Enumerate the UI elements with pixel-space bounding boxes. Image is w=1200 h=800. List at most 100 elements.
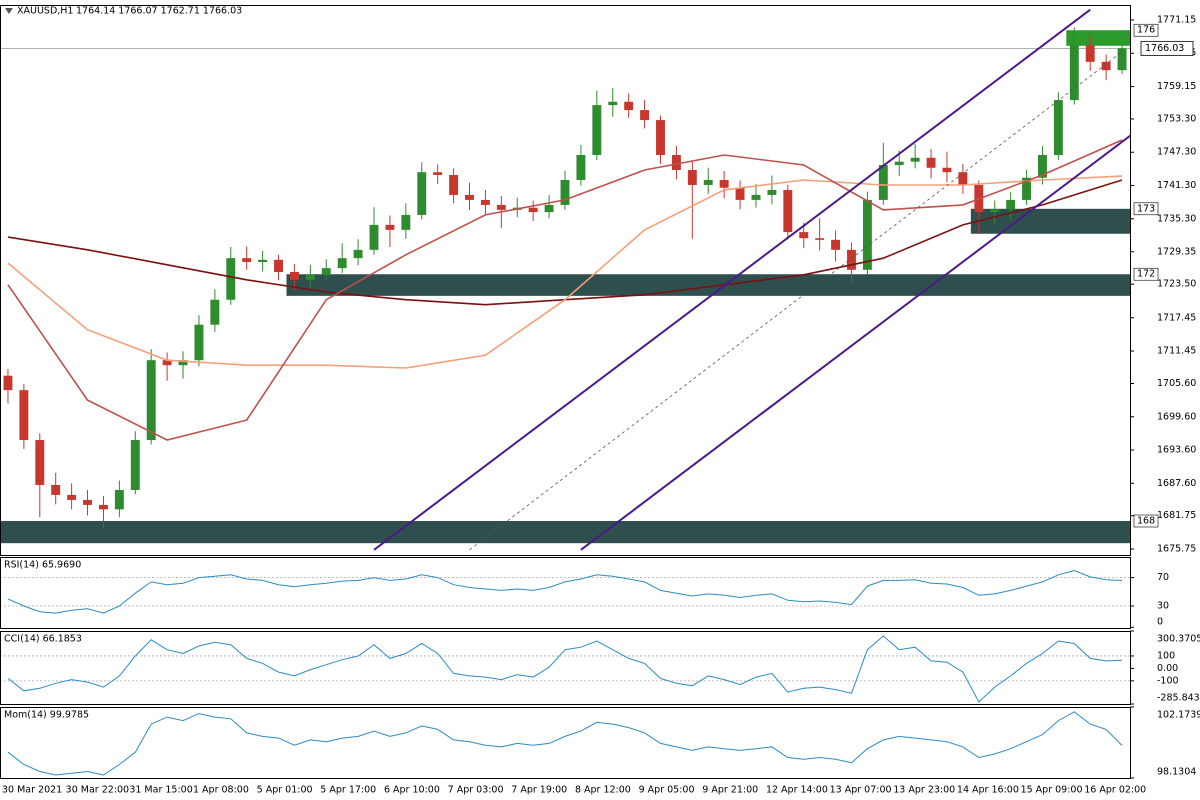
x-tick-label: 8 Apr 12:00: [575, 785, 631, 796]
x-tick-label: 7 Apr 19:00: [511, 785, 567, 796]
y-tick-label: 300.3705: [1157, 634, 1200, 645]
x-tick-label: 1 Apr 08:00: [193, 785, 249, 796]
y-tick-label: 1675.75: [1157, 544, 1196, 555]
zone-label: 168: [1137, 516, 1155, 527]
candle-body: [1069, 45, 1079, 101]
candle-body: [990, 209, 1000, 213]
candle-body: [576, 155, 586, 180]
indicator-line: [7, 635, 1123, 703]
x-tick-label: 15 Apr 09:00: [1021, 785, 1083, 796]
y-tick-label: 98.1304: [1157, 767, 1196, 778]
candle-body: [258, 259, 268, 263]
y-tick-label: 1723.50: [1157, 279, 1196, 290]
candle-body: [560, 179, 570, 205]
panel: [0, 635, 1130, 703]
current-price-box: [1140, 40, 1194, 56]
price-zone: [286, 274, 1130, 296]
y-tick-label: 1687.60: [1157, 478, 1196, 489]
x-tick-label: 9 Apr 21:00: [702, 785, 758, 796]
indicator-title: CCI(14) 66.1853: [4, 634, 82, 645]
candle-body: [433, 172, 443, 175]
panel-frame: [0, 5, 1131, 556]
candle-body: [767, 189, 777, 195]
candle-body: [162, 360, 172, 366]
y-tick-label: -285.8436: [1157, 693, 1200, 704]
y-tick-label: 1741.30: [1157, 180, 1196, 191]
candle-body: [815, 238, 825, 240]
trend-line: [373, 8, 1091, 551]
candle-body: [67, 494, 77, 500]
panel: [7, 711, 1123, 776]
candle-body: [624, 101, 634, 111]
candle-body: [1117, 48, 1127, 71]
candle-body: [449, 174, 459, 195]
candle-body: [783, 189, 793, 233]
candle-body: [337, 258, 347, 269]
panel-frame: [0, 557, 1131, 629]
candle-body: [958, 172, 968, 185]
candle-body: [19, 390, 29, 441]
price-zone: [0, 521, 1130, 544]
candle-body: [751, 194, 761, 200]
candle-body: [130, 440, 140, 490]
candle-body: [528, 207, 538, 213]
candle-body: [1006, 199, 1016, 210]
candle-body: [98, 504, 108, 510]
candle-body: [926, 157, 936, 168]
x-tick-label: 30 Mar 22:00: [66, 785, 129, 796]
candle-body: [1022, 177, 1032, 200]
x-tick-label: 16 Apr 02:00: [1084, 785, 1146, 796]
y-tick-label: 1735.30: [1157, 213, 1196, 224]
indicator-title: Mom(14) 99.9785: [4, 710, 89, 721]
y-tick-label: 1759.15: [1157, 81, 1196, 92]
candle-body: [114, 489, 124, 510]
x-tick-label: 13 Apr 23:00: [893, 785, 955, 796]
y-tick-label: 102.1739: [1157, 710, 1200, 721]
x-tick-label: 14 Apr 16:00: [957, 785, 1019, 796]
candle-body: [942, 167, 952, 173]
y-tick-label: 1693.60: [1157, 445, 1196, 456]
zone-label: 173: [1137, 203, 1155, 214]
x-tick-label: 7 Apr 03:00: [448, 785, 504, 796]
trend-line: [469, 51, 1123, 551]
candle-body: [465, 194, 474, 200]
zone-label-box: [1133, 267, 1159, 281]
moving-average: [7, 175, 1123, 369]
y-tick-label: 30: [1157, 600, 1169, 611]
zone-label: 176: [1137, 25, 1155, 36]
candle-body: [3, 375, 13, 391]
candle-body: [1085, 45, 1095, 62]
candle-body: [1038, 155, 1047, 178]
candle-body: [910, 157, 920, 162]
candle-body: [847, 249, 856, 270]
candle-body: [321, 268, 331, 275]
candle-body: [51, 484, 61, 495]
y-tick-label: 1717.45: [1157, 312, 1196, 323]
x-tick-label: 13 Apr 07:00: [830, 785, 892, 796]
candle-body: [305, 274, 315, 280]
candle-body: [656, 120, 665, 156]
candle-body: [799, 232, 809, 239]
candle-body: [608, 101, 618, 106]
candle-body: [210, 299, 220, 325]
candle-body: [831, 239, 841, 250]
candle-body: [640, 110, 650, 121]
y-tick-label: 70: [1157, 572, 1169, 583]
y-tick-label: 100: [1157, 650, 1175, 661]
symbol-icon: [5, 8, 13, 14]
candle-body: [417, 172, 427, 215]
x-tick-label: 9 Apr 05:00: [639, 785, 695, 796]
candle-body: [242, 258, 252, 263]
y-tick-label: -100: [1157, 675, 1179, 686]
x-tick-label: 5 Apr 17:00: [320, 785, 376, 796]
y-tick-label: 1729.35: [1157, 246, 1196, 257]
candle-body: [894, 161, 904, 165]
zone-label: 172: [1137, 269, 1155, 280]
candle-body: [687, 169, 697, 185]
indicator-line: [7, 569, 1123, 614]
candle-body: [289, 272, 299, 280]
candle-body: [178, 360, 188, 366]
candle-body: [544, 204, 554, 213]
y-tick-label: 0.00: [1157, 663, 1178, 674]
candle-body: [496, 204, 506, 210]
